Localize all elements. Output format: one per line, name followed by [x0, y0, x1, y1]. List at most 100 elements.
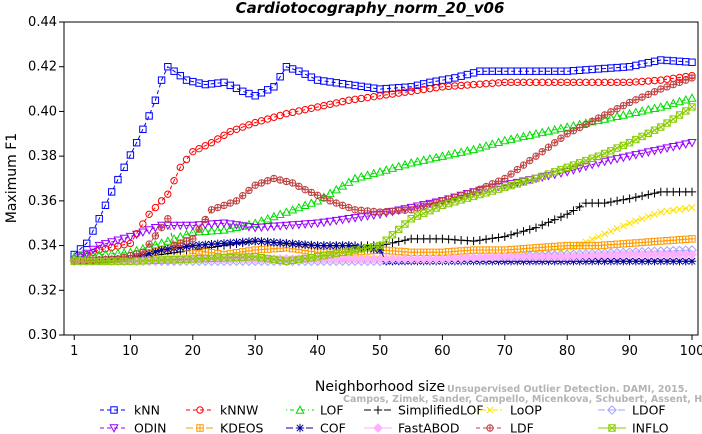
data-point [626, 99, 633, 106]
data-point [226, 81, 234, 90]
data-point [207, 240, 216, 249]
data-point [688, 58, 696, 66]
legend-item-knn: kNN [100, 403, 160, 418]
data-point [294, 202, 304, 212]
data-point [612, 257, 622, 266]
legend-marker [196, 424, 204, 432]
data-point [389, 207, 396, 215]
data-point [306, 198, 317, 207]
data-point [239, 87, 247, 96]
data-point [164, 215, 172, 222]
legend-label: LDOF [632, 403, 666, 418]
data-point [538, 172, 546, 180]
data-point [152, 232, 159, 240]
data-point [301, 254, 309, 263]
data-point [294, 220, 304, 230]
x-axis-label: Neighborhood size [315, 379, 445, 395]
data-point [581, 162, 591, 172]
data-point [270, 113, 278, 121]
data-point [620, 102, 627, 109]
data-point [657, 123, 665, 131]
data-point [345, 204, 352, 211]
data-point [307, 253, 316, 262]
data-point [401, 220, 409, 228]
data-point [220, 78, 228, 87]
data-point [657, 85, 664, 93]
data-point [526, 157, 533, 164]
data-point [264, 177, 271, 184]
data-point [119, 234, 129, 244]
legend-label: ODIN [134, 421, 167, 434]
data-point [269, 222, 279, 232]
data-point [275, 222, 285, 231]
data-point [469, 236, 478, 246]
data-point [613, 105, 621, 112]
data-point [239, 192, 246, 199]
data-point [376, 241, 384, 250]
data-point [233, 197, 240, 205]
data-point [494, 185, 503, 193]
y-tick-label: 0.34 [28, 239, 57, 254]
data-point [188, 221, 198, 231]
data-point [213, 239, 222, 248]
data-point [206, 225, 217, 235]
data-point [220, 202, 228, 209]
data-point [287, 221, 298, 230]
data-point [251, 236, 260, 246]
data-point [632, 239, 640, 247]
data-point [163, 244, 173, 254]
data-point [213, 219, 223, 229]
data-point [594, 257, 603, 266]
data-point [669, 257, 678, 266]
legend-marker [196, 406, 204, 414]
data-point [150, 223, 161, 233]
data-point [481, 141, 491, 150]
data-point [638, 132, 646, 141]
data-point [395, 225, 403, 234]
data-point [656, 257, 665, 266]
data-point [131, 230, 142, 240]
data-point [419, 209, 428, 218]
legend-label: kNNW [220, 403, 258, 418]
y-tick-label: 0.42 [28, 60, 57, 75]
data-point [663, 83, 671, 91]
data-point [406, 203, 416, 213]
data-point [688, 74, 696, 82]
data-point [569, 161, 578, 169]
data-point [463, 246, 472, 255]
data-point [674, 141, 685, 151]
data-point [688, 103, 696, 111]
data-point [649, 103, 660, 112]
data-point [225, 223, 235, 233]
legend-item-lof: LOF [286, 403, 344, 418]
data-point [512, 132, 522, 142]
legend-label: SimplifiedLOF [398, 403, 484, 418]
data-point [520, 161, 527, 169]
data-point [244, 237, 254, 246]
data-point [631, 193, 641, 202]
data-point [332, 249, 341, 258]
data-point [250, 218, 260, 227]
data-point [400, 236, 410, 245]
data-point [506, 134, 516, 143]
data-point [563, 163, 571, 172]
data-point [351, 206, 359, 213]
data-point [139, 249, 147, 256]
legend-item-ldf: LDF [476, 421, 534, 434]
data-point [607, 227, 615, 235]
data-point [338, 248, 347, 256]
data-point [431, 152, 441, 162]
data-point [688, 235, 696, 243]
data-point [314, 192, 321, 199]
x-tick-label: 100 [680, 344, 702, 359]
data-point [426, 201, 434, 208]
data-point [194, 221, 204, 230]
data-point [525, 130, 535, 139]
data-point [407, 215, 415, 223]
data-point [114, 175, 122, 184]
y-axis: 0.30 0.32 0.34 0.36 0.38 0.40 0.42 0.44 [28, 15, 64, 343]
y-tick-label: 0.32 [28, 283, 57, 298]
data-point [519, 227, 528, 236]
data-point [599, 114, 610, 123]
data-point [687, 249, 697, 260]
